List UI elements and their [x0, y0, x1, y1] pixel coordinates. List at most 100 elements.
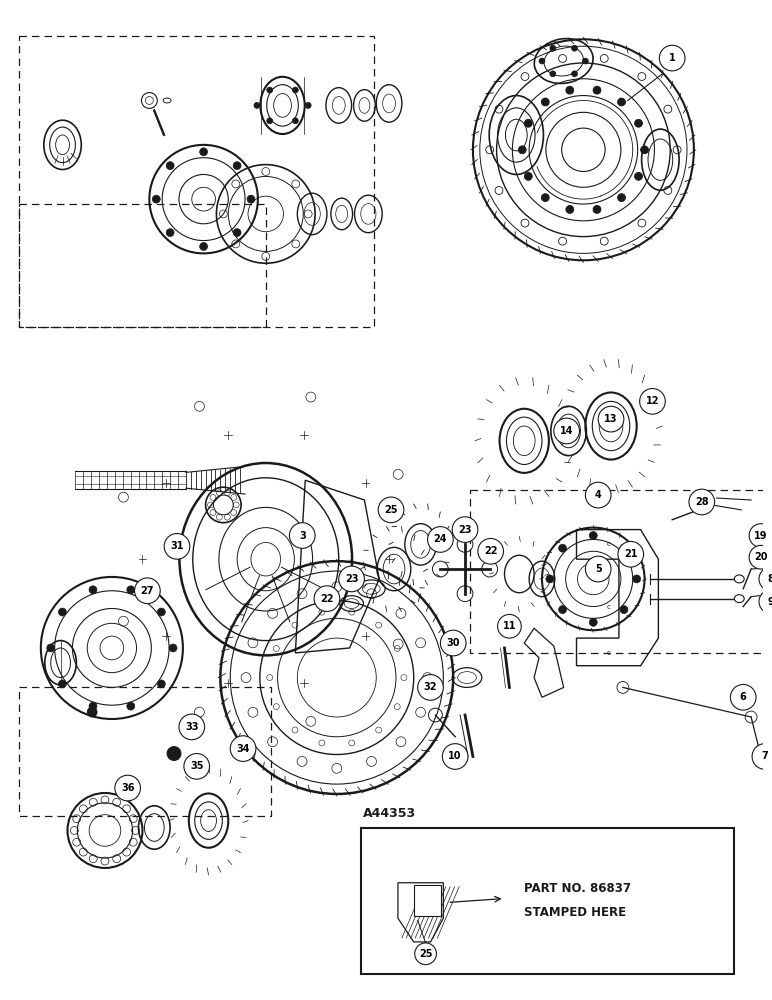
Circle shape	[585, 556, 611, 582]
Circle shape	[585, 482, 611, 508]
Ellipse shape	[734, 575, 744, 583]
Circle shape	[541, 98, 549, 106]
Bar	[414, 885, 442, 916]
Circle shape	[550, 71, 556, 77]
Circle shape	[730, 684, 756, 710]
Circle shape	[559, 544, 567, 552]
Circle shape	[290, 523, 315, 548]
Circle shape	[618, 98, 625, 106]
Circle shape	[127, 586, 135, 594]
Circle shape	[164, 534, 190, 559]
Text: PART NO. 86837: PART NO. 86837	[524, 882, 631, 895]
Text: A44353: A44353	[364, 807, 417, 820]
Circle shape	[115, 775, 141, 801]
Text: STAMPED HERE: STAMPED HERE	[524, 906, 626, 919]
Circle shape	[293, 118, 298, 124]
Circle shape	[440, 630, 466, 656]
Circle shape	[589, 532, 598, 539]
Circle shape	[267, 87, 273, 93]
Text: 6: 6	[740, 692, 747, 702]
Text: 9: 9	[767, 597, 772, 607]
Text: 23: 23	[459, 525, 472, 535]
Circle shape	[230, 736, 256, 761]
Circle shape	[689, 489, 715, 515]
Circle shape	[200, 243, 208, 250]
Text: 36: 36	[121, 783, 134, 793]
Text: 12: 12	[645, 396, 659, 406]
Text: 4: 4	[595, 490, 601, 500]
Circle shape	[157, 608, 165, 616]
Circle shape	[157, 680, 165, 688]
Circle shape	[554, 418, 580, 444]
Circle shape	[759, 567, 772, 591]
Circle shape	[267, 118, 273, 124]
Circle shape	[167, 747, 181, 760]
Text: 7: 7	[761, 751, 768, 761]
Circle shape	[169, 644, 177, 652]
Circle shape	[593, 205, 601, 213]
Circle shape	[582, 58, 588, 64]
Text: 20: 20	[754, 552, 767, 562]
Text: 10: 10	[449, 751, 462, 761]
Circle shape	[749, 545, 772, 569]
Circle shape	[559, 606, 567, 614]
Circle shape	[518, 146, 527, 154]
Circle shape	[415, 943, 436, 965]
Text: 27: 27	[141, 586, 154, 596]
Circle shape	[571, 71, 577, 77]
Text: 31: 31	[171, 541, 184, 551]
Circle shape	[659, 45, 685, 71]
Circle shape	[127, 702, 135, 710]
Text: 22: 22	[484, 546, 497, 556]
Circle shape	[233, 229, 241, 237]
Text: 35: 35	[190, 761, 204, 771]
Text: 30: 30	[446, 638, 460, 648]
Bar	[361, 828, 734, 974]
Text: 25: 25	[419, 949, 432, 959]
Text: 1: 1	[669, 53, 676, 63]
Circle shape	[89, 702, 97, 710]
Text: c: c	[607, 571, 611, 577]
Text: 21: 21	[624, 549, 638, 559]
Circle shape	[254, 102, 260, 108]
Circle shape	[179, 714, 205, 740]
Text: 3: 3	[299, 531, 306, 541]
Text: 24: 24	[434, 534, 447, 544]
Circle shape	[339, 566, 364, 592]
Circle shape	[47, 644, 55, 652]
Text: c: c	[607, 650, 611, 656]
Circle shape	[524, 119, 532, 127]
Text: c: c	[607, 604, 611, 610]
Circle shape	[314, 586, 340, 611]
Circle shape	[478, 538, 503, 564]
Polygon shape	[398, 883, 443, 942]
Circle shape	[635, 119, 642, 127]
Circle shape	[566, 86, 574, 94]
Circle shape	[247, 195, 255, 203]
Circle shape	[749, 524, 772, 547]
Text: 28: 28	[695, 497, 709, 507]
Circle shape	[305, 102, 311, 108]
Text: 33: 33	[185, 722, 198, 732]
Circle shape	[524, 172, 532, 180]
Circle shape	[59, 608, 66, 616]
Circle shape	[640, 389, 665, 414]
Circle shape	[571, 45, 577, 51]
Circle shape	[546, 575, 554, 583]
Circle shape	[593, 86, 601, 94]
Circle shape	[59, 680, 66, 688]
Text: 23: 23	[345, 574, 358, 584]
Ellipse shape	[734, 595, 744, 603]
Circle shape	[635, 172, 642, 180]
Text: 13: 13	[604, 414, 618, 424]
Circle shape	[452, 517, 478, 542]
Circle shape	[620, 544, 628, 552]
Circle shape	[541, 194, 549, 202]
Circle shape	[598, 406, 624, 432]
Text: 5: 5	[595, 564, 601, 574]
Circle shape	[633, 575, 641, 583]
Text: 14: 14	[560, 426, 574, 436]
Circle shape	[428, 527, 453, 552]
Circle shape	[620, 606, 628, 614]
Circle shape	[152, 195, 161, 203]
